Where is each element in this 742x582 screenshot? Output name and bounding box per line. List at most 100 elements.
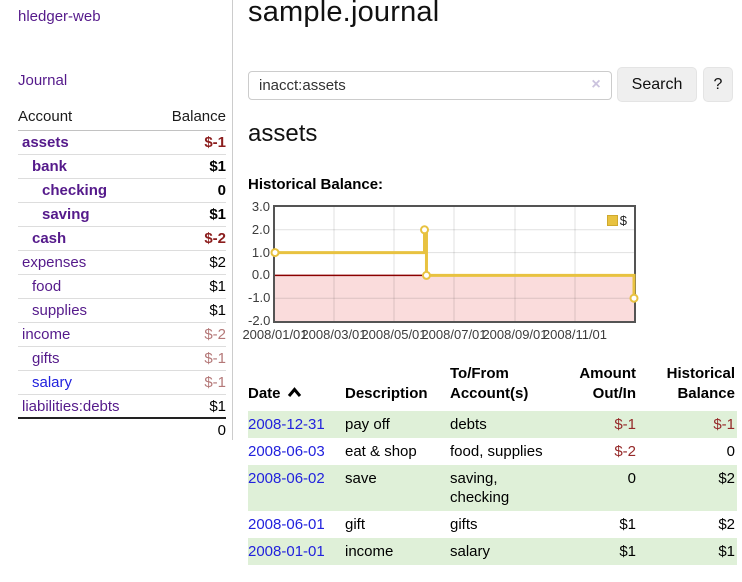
txn-date-link[interactable]: 2008-06-02 (248, 470, 325, 487)
y-tick-label: 2.0 (251, 221, 270, 237)
register-table: Date Description To/From Account(s) Amou… (248, 362, 737, 565)
col-header-date-label: Date (248, 385, 281, 402)
sidebar: hledger-web Journal Account Balance asse… (0, 0, 233, 440)
account-row: gifts $-1 (18, 347, 226, 371)
account-row: bank $1 (18, 155, 226, 179)
accounts-col-header: Account (18, 108, 73, 125)
accounts-total: 0 (217, 422, 226, 439)
y-tick-label: 1.0 (251, 244, 270, 260)
txn-date-link[interactable]: 2008-06-03 (248, 443, 325, 460)
chart-title: Historical Balance: (248, 176, 384, 193)
account-row: salary $-1 (18, 371, 226, 395)
account-balance: $1 (209, 302, 226, 319)
plot-svg (270, 207, 639, 321)
x-tick-label: 2008/07/01 (421, 327, 487, 342)
y-tick-label: 0.0 (251, 267, 270, 283)
col-header-balance: Historical Balance (666, 365, 735, 402)
account-row: supplies $1 (18, 299, 226, 323)
account-link-cash[interactable]: cash (32, 230, 67, 247)
y-tick-label: -1.0 (248, 290, 271, 306)
x-tick-label: 2008/01/01 (242, 327, 308, 342)
sidebar-item-journal[interactable]: Journal (18, 72, 68, 89)
txn-balance-cell: $2 (718, 516, 735, 533)
y-tick-label: 3.0 (251, 199, 270, 214)
account-link-salary[interactable]: salary (32, 374, 73, 391)
txn-balance-cell: $1 (718, 543, 735, 560)
register-row: 2008-12-31 pay off debts $-1 $-1 (248, 411, 737, 438)
col-header-description: Description (345, 385, 428, 402)
txn-description-cell: pay off (345, 416, 390, 433)
txn-description-cell: save (345, 470, 377, 487)
txn-date-cell: 2008-06-03 (248, 438, 345, 465)
account-row: assets $-1 (18, 131, 226, 155)
txn-description-cell: gift (345, 516, 366, 533)
account-row: checking 0 (18, 179, 226, 203)
account-row: cash $-2 (18, 227, 226, 251)
account-link-checking[interactable]: checking (42, 182, 108, 199)
txn-date-cell: 2008-01-01 (248, 538, 345, 565)
account-link-income[interactable]: income (22, 326, 71, 343)
account-balance: $1 (209, 206, 226, 223)
account-link-bank[interactable]: bank (32, 158, 68, 175)
help-button[interactable]: ? (703, 67, 733, 102)
txn-balance-cell: $-1 (713, 416, 735, 433)
search-input[interactable] (248, 71, 612, 100)
app-brand-link[interactable]: hledger-web (18, 8, 101, 25)
y-tick-label: -2.0 (248, 313, 271, 328)
account-link-gifts[interactable]: gifts (32, 350, 60, 367)
txn-date-cell: 2008-06-01 (248, 511, 345, 538)
account-balance: $1 (209, 278, 226, 295)
legend-label: $ (619, 213, 627, 228)
x-tick-label: 2008/03/01 (301, 327, 367, 342)
accounts-table-header: Account Balance (18, 106, 226, 131)
account-balance: $-2 (204, 230, 226, 247)
col-header-accounts: To/From Account(s) (450, 365, 529, 402)
txn-balance-cell: 0 (726, 443, 735, 460)
col-header-amount: Amount Out/In (579, 365, 636, 402)
txn-accounts-cell: salary (450, 543, 491, 560)
register-row: 2008-06-02 save saving, checking 0 $2 (248, 465, 737, 511)
clear-search-icon[interactable]: × (591, 76, 601, 93)
register-row: 2008-06-03 eat & shop food, supplies $-2… (248, 438, 737, 465)
account-balance: $-1 (204, 350, 226, 367)
account-link-saving[interactable]: saving (42, 206, 90, 223)
account-link-liabilities-debts[interactable]: liabilities:debts (22, 397, 120, 415)
txn-description-cell: income (345, 543, 394, 560)
historical-balance-chart: $ 3.0 2.0 1.0 0.0 -1.0 -2.0 2008/01/01 2008/03/… (242, 199, 742, 348)
account-balance: $2 (209, 254, 226, 271)
txn-amount-cell: $-2 (614, 443, 636, 460)
account-row: food $1 (18, 275, 226, 299)
account-link-supplies[interactable]: supplies (32, 302, 88, 319)
txn-amount-cell: $1 (619, 543, 636, 560)
txn-amount-cell: $1 (619, 516, 636, 533)
account-link-food[interactable]: food (32, 278, 62, 295)
chart-legend: $ (604, 212, 629, 229)
sort-asc-icon (287, 387, 301, 397)
col-header-date[interactable]: Date (248, 362, 345, 411)
txn-date-link[interactable]: 2008-06-01 (248, 516, 325, 533)
txn-date-link[interactable]: 2008-01-01 (248, 543, 325, 560)
txn-date-link[interactable]: 2008-12-31 (248, 416, 325, 433)
search-button[interactable]: Search (617, 67, 697, 102)
account-row: expenses $2 (18, 251, 226, 275)
register-row: 2008-01-01 income salary $1 $1 (248, 538, 737, 565)
account-balance: $1 (209, 158, 226, 175)
account-link-expenses[interactable]: expenses (22, 254, 87, 271)
account-row: saving $1 (18, 203, 226, 227)
x-tick-label: 2008/05/01 (361, 327, 427, 342)
txn-description-cell: eat & shop (345, 443, 417, 460)
account-balance: $-1 (204, 374, 226, 391)
account-row: liabilities:debts $1 (18, 395, 226, 419)
txn-amount-cell: 0 (627, 470, 636, 487)
txn-amount-cell: $-1 (614, 416, 636, 433)
main-content: sample.journal × Search ? assets Histori… (242, 0, 742, 582)
register-header-row: Date Description To/From Account(s) Amou… (248, 362, 737, 411)
txn-date-cell: 2008-12-31 (248, 411, 345, 438)
balance-col-header: Balance (171, 108, 226, 125)
txn-accounts-cell: debts (450, 416, 487, 433)
register-row: 2008-06-01 gift gifts $1 $2 (248, 511, 737, 538)
account-balance: $-2 (204, 326, 226, 343)
x-tick-label: 2008/09/01 (482, 327, 548, 342)
account-balance: $-1 (204, 134, 226, 151)
account-link-assets[interactable]: assets (22, 134, 69, 151)
